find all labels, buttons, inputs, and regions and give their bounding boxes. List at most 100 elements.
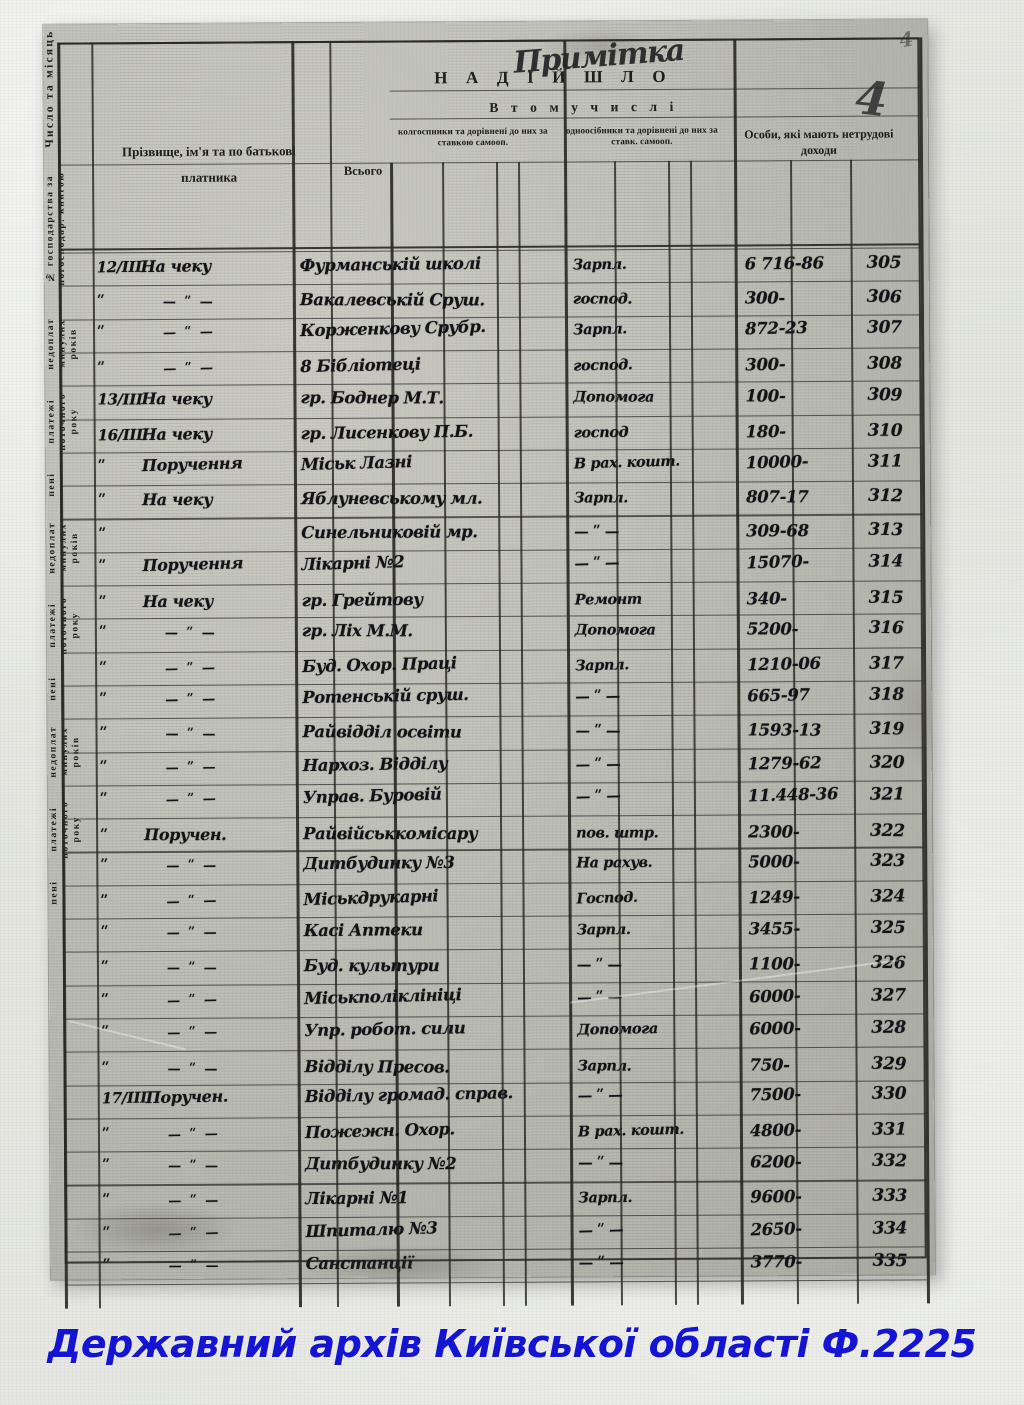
cell-payer: гр. Грейтову: [301, 589, 423, 610]
header-total: Всього: [343, 163, 383, 178]
cell-date: ʺ: [98, 525, 106, 544]
cell-payer: Касі Аптеки: [303, 920, 423, 941]
cell-amount: 6000-: [749, 1018, 801, 1039]
cell-date: ʺ: [97, 457, 106, 476]
cell-date: ʺ: [96, 292, 105, 311]
cell-number: 326: [870, 952, 906, 973]
cell-category: Зарпл.: [576, 921, 631, 939]
cell-kind: На чеку: [141, 423, 213, 444]
cell-kind: Поручення: [142, 552, 244, 575]
cell-date: ʺ: [102, 1224, 111, 1243]
cell-payer: Яблуневському мл.: [301, 488, 483, 509]
cell-amount: 5200-: [746, 619, 799, 639]
cell-number: 321: [869, 784, 905, 805]
cell-payer: Вакалевській Сруш.: [299, 290, 485, 310]
cell-kind: На чеку: [141, 388, 212, 408]
ledger-sheet: Н А Д І Й Ш Л О В т о м у ч и с л і колг…: [43, 19, 935, 1309]
cell-payer: Буд. культури: [303, 955, 440, 975]
cell-payer: Буд. Охор. Праці: [301, 653, 457, 677]
cell-date: ʺ: [98, 592, 107, 611]
cell-payer: Нархоз. Відділу: [302, 753, 448, 776]
cell-number: 318: [869, 684, 904, 705]
cell-payer: Відділу Пресов.: [304, 1056, 450, 1077]
cell-amount: 6 716-86: [744, 253, 824, 274]
cell-date: ʺ: [100, 957, 109, 976]
cell-date: ʺ: [99, 724, 107, 743]
cell-date: ʺ: [100, 991, 109, 1010]
cell-kind: — ʺ —: [166, 960, 219, 976]
header-group-kolgosp: колгоспники та дорівнені до них за ставк…: [397, 125, 548, 148]
cell-kind: — ʺ —: [166, 858, 219, 874]
cell-date: ʺ: [100, 856, 108, 875]
cell-payer: Санстанції: [305, 1253, 413, 1274]
cell-category: — ʺ —: [575, 786, 621, 806]
cell-kind: — ʺ —: [167, 1061, 220, 1077]
cell-category: Зарпл.: [578, 1188, 633, 1207]
cell-amount: 2300-: [748, 821, 800, 842]
cell-number: 306: [866, 286, 902, 308]
cell-category: — ʺ —: [575, 722, 621, 740]
cell-category: — ʺ —: [575, 755, 621, 774]
cell-category: Зарпл.: [574, 489, 628, 507]
cell-category: Ремонт: [574, 590, 642, 608]
cell-date: ʺ: [99, 690, 107, 709]
cell-category: Господ.: [576, 888, 638, 908]
cell-payer: Управ. Буровій: [302, 784, 442, 807]
cell-date: ʺ: [101, 1059, 109, 1078]
archive-watermark: Державний архів Київської області Ф.2225: [47, 1322, 977, 1366]
cell-amount: 300-: [744, 288, 785, 308]
cell-amount: 5000-: [748, 851, 800, 872]
cell-amount: 1249-: [748, 887, 801, 908]
cell-kind: — ʺ —: [166, 893, 219, 911]
cell-category: Допомога: [573, 388, 655, 406]
cell-amount: 3770-: [750, 1252, 803, 1272]
cell-kind: На чеку: [142, 590, 214, 611]
cell-payer: Шпиталю №3: [305, 1218, 438, 1242]
cell-kind: Поручен.: [145, 1086, 229, 1107]
cell-kind: — ʺ —: [165, 760, 218, 777]
cell-category: — ʺ —: [574, 523, 619, 541]
cell-payer: Райвійськкомісару: [303, 823, 478, 843]
cell-date: 12/ІІІ: [96, 257, 142, 277]
cell-category: Зарпл.: [572, 320, 628, 339]
cell-category: Зарпл.: [572, 255, 627, 274]
cell-amount: 2650-: [750, 1219, 803, 1240]
cell-date: ʺ: [101, 1125, 110, 1144]
cell-number: 324: [870, 886, 906, 907]
cell-kind: — ʺ —: [167, 1024, 220, 1041]
header-sub-peni-3: пені: [48, 880, 60, 905]
cell-number: 313: [868, 519, 904, 541]
cell-payer: Лікарні №1: [305, 1187, 409, 1208]
cell-date: ʺ: [98, 556, 107, 575]
cell-date: ʺ: [99, 758, 108, 777]
cell-date: ʺ: [100, 923, 109, 942]
cell-number: 319: [869, 719, 905, 740]
cell-amount: 180-: [745, 421, 786, 442]
cell-kind: — ʺ —: [168, 1159, 220, 1175]
cell-kind: — ʺ —: [164, 660, 218, 677]
cell-date: ʺ: [99, 789, 108, 809]
cell-amount: 750-: [749, 1055, 790, 1075]
cell-date: ʺ: [101, 1023, 109, 1042]
cell-category: — ʺ —: [578, 1154, 623, 1172]
cell-category: — ʺ —: [576, 955, 622, 974]
cell-number: 334: [872, 1218, 908, 1239]
cell-date: ʺ: [100, 825, 108, 844]
cell-amount: 1210-06: [746, 653, 821, 675]
cell-kind: Поручення: [141, 453, 243, 476]
cell-category: Допомога: [577, 1019, 659, 1039]
cell-kind: — ʺ —: [168, 1225, 221, 1243]
cell-category: господ.: [572, 290, 633, 308]
cell-category: — ʺ —: [578, 1221, 624, 1240]
cell-kind: — ʺ —: [168, 1193, 221, 1209]
cell-category: пов. штр.: [576, 823, 659, 842]
cell-number: 335: [872, 1250, 908, 1272]
cell-number: 328: [871, 1017, 906, 1038]
cell-category: На рахув.: [576, 853, 653, 872]
cell-amount: 9600-: [750, 1186, 802, 1207]
cell-number: 323: [870, 850, 906, 871]
cell-date: ʺ: [96, 323, 105, 342]
cell-number: 307: [867, 317, 902, 339]
cell-category: В рах. кошт.: [577, 1121, 685, 1141]
cell-amount: 1100-: [748, 953, 801, 973]
